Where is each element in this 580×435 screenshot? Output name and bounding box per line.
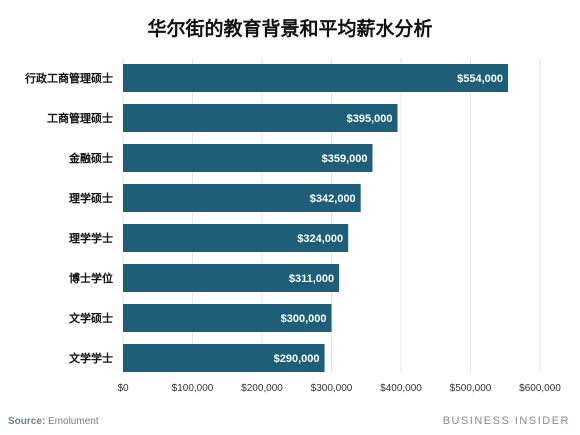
label-layer: 行政工商管理硕士 $554,000 工商管理硕士 $395,000 金融硕士 $359,0… (24, 71, 503, 365)
category-label: 行政工商管理硕士 (24, 71, 113, 85)
x-tick-label: $0 (117, 383, 129, 394)
category-label: 博士学位 (69, 271, 113, 285)
bar-value-label: $300,000 (281, 313, 327, 325)
source-label: Source: (8, 416, 46, 427)
source-name: Emolument (48, 416, 99, 427)
x-tick-label: $600,000 (519, 383, 561, 394)
category-label: 理学硕士 (69, 191, 113, 205)
category-label: 文学硕士 (69, 311, 113, 325)
bar-value-label: $395,000 (347, 113, 393, 125)
category-label: 金融硕士 (68, 151, 113, 165)
bar (123, 144, 373, 172)
bar-value-label: $359,000 (322, 153, 368, 165)
source-note: Source: Emolument (8, 416, 99, 427)
x-tick-label: $400,000 (380, 383, 422, 394)
bar (123, 104, 398, 132)
x-tick-label: $500,000 (450, 383, 492, 394)
bar (123, 184, 361, 212)
x-tick-label: $200,000 (241, 383, 283, 394)
bar (123, 304, 332, 332)
brand-logo: BUSINESS INSIDER (442, 415, 570, 427)
bar (123, 344, 325, 372)
x-tick-label: $100,000 (172, 383, 214, 394)
chart-title: 华尔街的教育背景和平均薪水分析 (147, 18, 433, 40)
bar-value-label: $324,000 (297, 233, 343, 245)
category-label: 工商管理硕士 (47, 111, 113, 125)
bar (123, 264, 340, 292)
bar-value-label: $290,000 (274, 353, 320, 365)
bar-value-label: $311,000 (289, 273, 334, 285)
bar-layer (123, 64, 509, 372)
bar-value-label: $342,000 (310, 193, 356, 205)
bar (123, 224, 349, 252)
category-label: 理学学士 (69, 231, 113, 245)
tick-layer: $0 $100,000 $200,000 $300,000 $400,000 $500,0… (117, 383, 561, 394)
bar (123, 64, 509, 92)
bar-value-label: $554,000 (457, 73, 503, 85)
category-label: 文学学士 (69, 351, 113, 365)
x-tick-label: $300,000 (311, 383, 353, 394)
